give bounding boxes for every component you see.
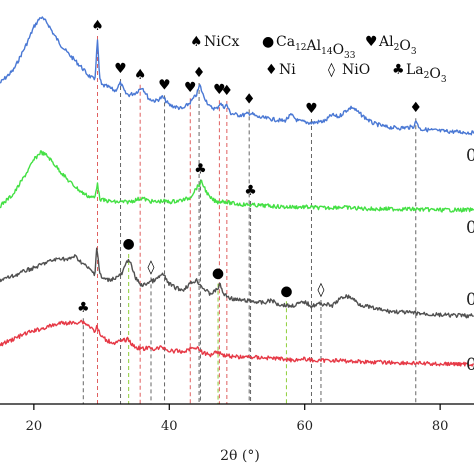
- legend-symbol-5: ♣: [392, 62, 405, 78]
- series-label-3: 0: [466, 355, 474, 375]
- peak-marker-7: ♦: [221, 83, 234, 99]
- series-line-0: [0, 16, 474, 136]
- legend-label-1: Ca12Al14O33: [276, 34, 356, 61]
- x-ticks: 20 40 60 80: [26, 404, 449, 434]
- x-tick-label-40: 40: [161, 419, 178, 434]
- peak-marker-15: ●: [212, 266, 224, 282]
- legend-symbol-0: ♠: [190, 34, 203, 50]
- legend-label-2: Al2O3: [378, 34, 417, 57]
- peak-marker-17: ◊: [318, 282, 325, 298]
- peak-marker-3: ♥: [158, 77, 171, 93]
- x-tick-label-80: 80: [432, 419, 449, 434]
- peak-marker-4: ♥: [184, 80, 197, 96]
- x-axis-title: 2θ (°): [220, 448, 260, 464]
- legend: ♠ NiCx ● Ca12Al14O33♥ Al2O3♦ Ni ◊ NiO ♣ La2O3: [190, 34, 447, 85]
- series-label-2: 0: [466, 290, 474, 310]
- peak-marker-14: ◊: [148, 259, 155, 275]
- peak-marker-1: ♥: [114, 61, 127, 77]
- series-line-1: [0, 150, 474, 213]
- legend-label-4: NiO: [342, 62, 370, 78]
- peak-marker-8: ♦: [243, 91, 256, 107]
- x-tick-label-60: 60: [296, 419, 313, 434]
- peak-marker-10: ♦: [409, 100, 422, 116]
- peak-marker-5: ♦: [193, 65, 206, 81]
- series-line-3: [0, 319, 474, 367]
- legend-symbol-1: ●: [262, 34, 274, 50]
- legend-label-0: NiCx: [204, 34, 239, 50]
- legend-symbol-4: ◊: [328, 62, 335, 78]
- series-labels: 0 0 0 0: [466, 146, 474, 375]
- peak-marker-12: ♣: [244, 183, 257, 199]
- legend-symbol-2: ♥: [365, 34, 378, 50]
- series-line-2: [0, 247, 474, 319]
- x-tick-label-20: 20: [26, 419, 43, 434]
- series-layer: [0, 16, 474, 367]
- legend-label-5: La2O3: [406, 62, 447, 85]
- peak-marker-13: ●: [123, 236, 135, 252]
- series-label-0: 0: [466, 146, 474, 166]
- peak-marker-6: ♥: [213, 82, 226, 98]
- legend-label-3: Ni: [279, 62, 296, 78]
- peak-marker-9: ♥: [305, 101, 318, 117]
- series-label-1: 0: [466, 218, 474, 238]
- peak-marker-11: ♣: [194, 162, 207, 178]
- peak-marker-0: ♠: [91, 18, 104, 34]
- peak-marker-18: ♣: [77, 300, 90, 316]
- peak-marker-16: ●: [280, 283, 292, 299]
- peak-markers: ♠♥ ♠♥ ♥♦♥♦♦♥ ♦♣♣●◊ ●● ◊♣: [77, 18, 422, 316]
- legend-symbol-3: ♦: [265, 62, 278, 78]
- peak-marker-2: ♠: [134, 67, 147, 83]
